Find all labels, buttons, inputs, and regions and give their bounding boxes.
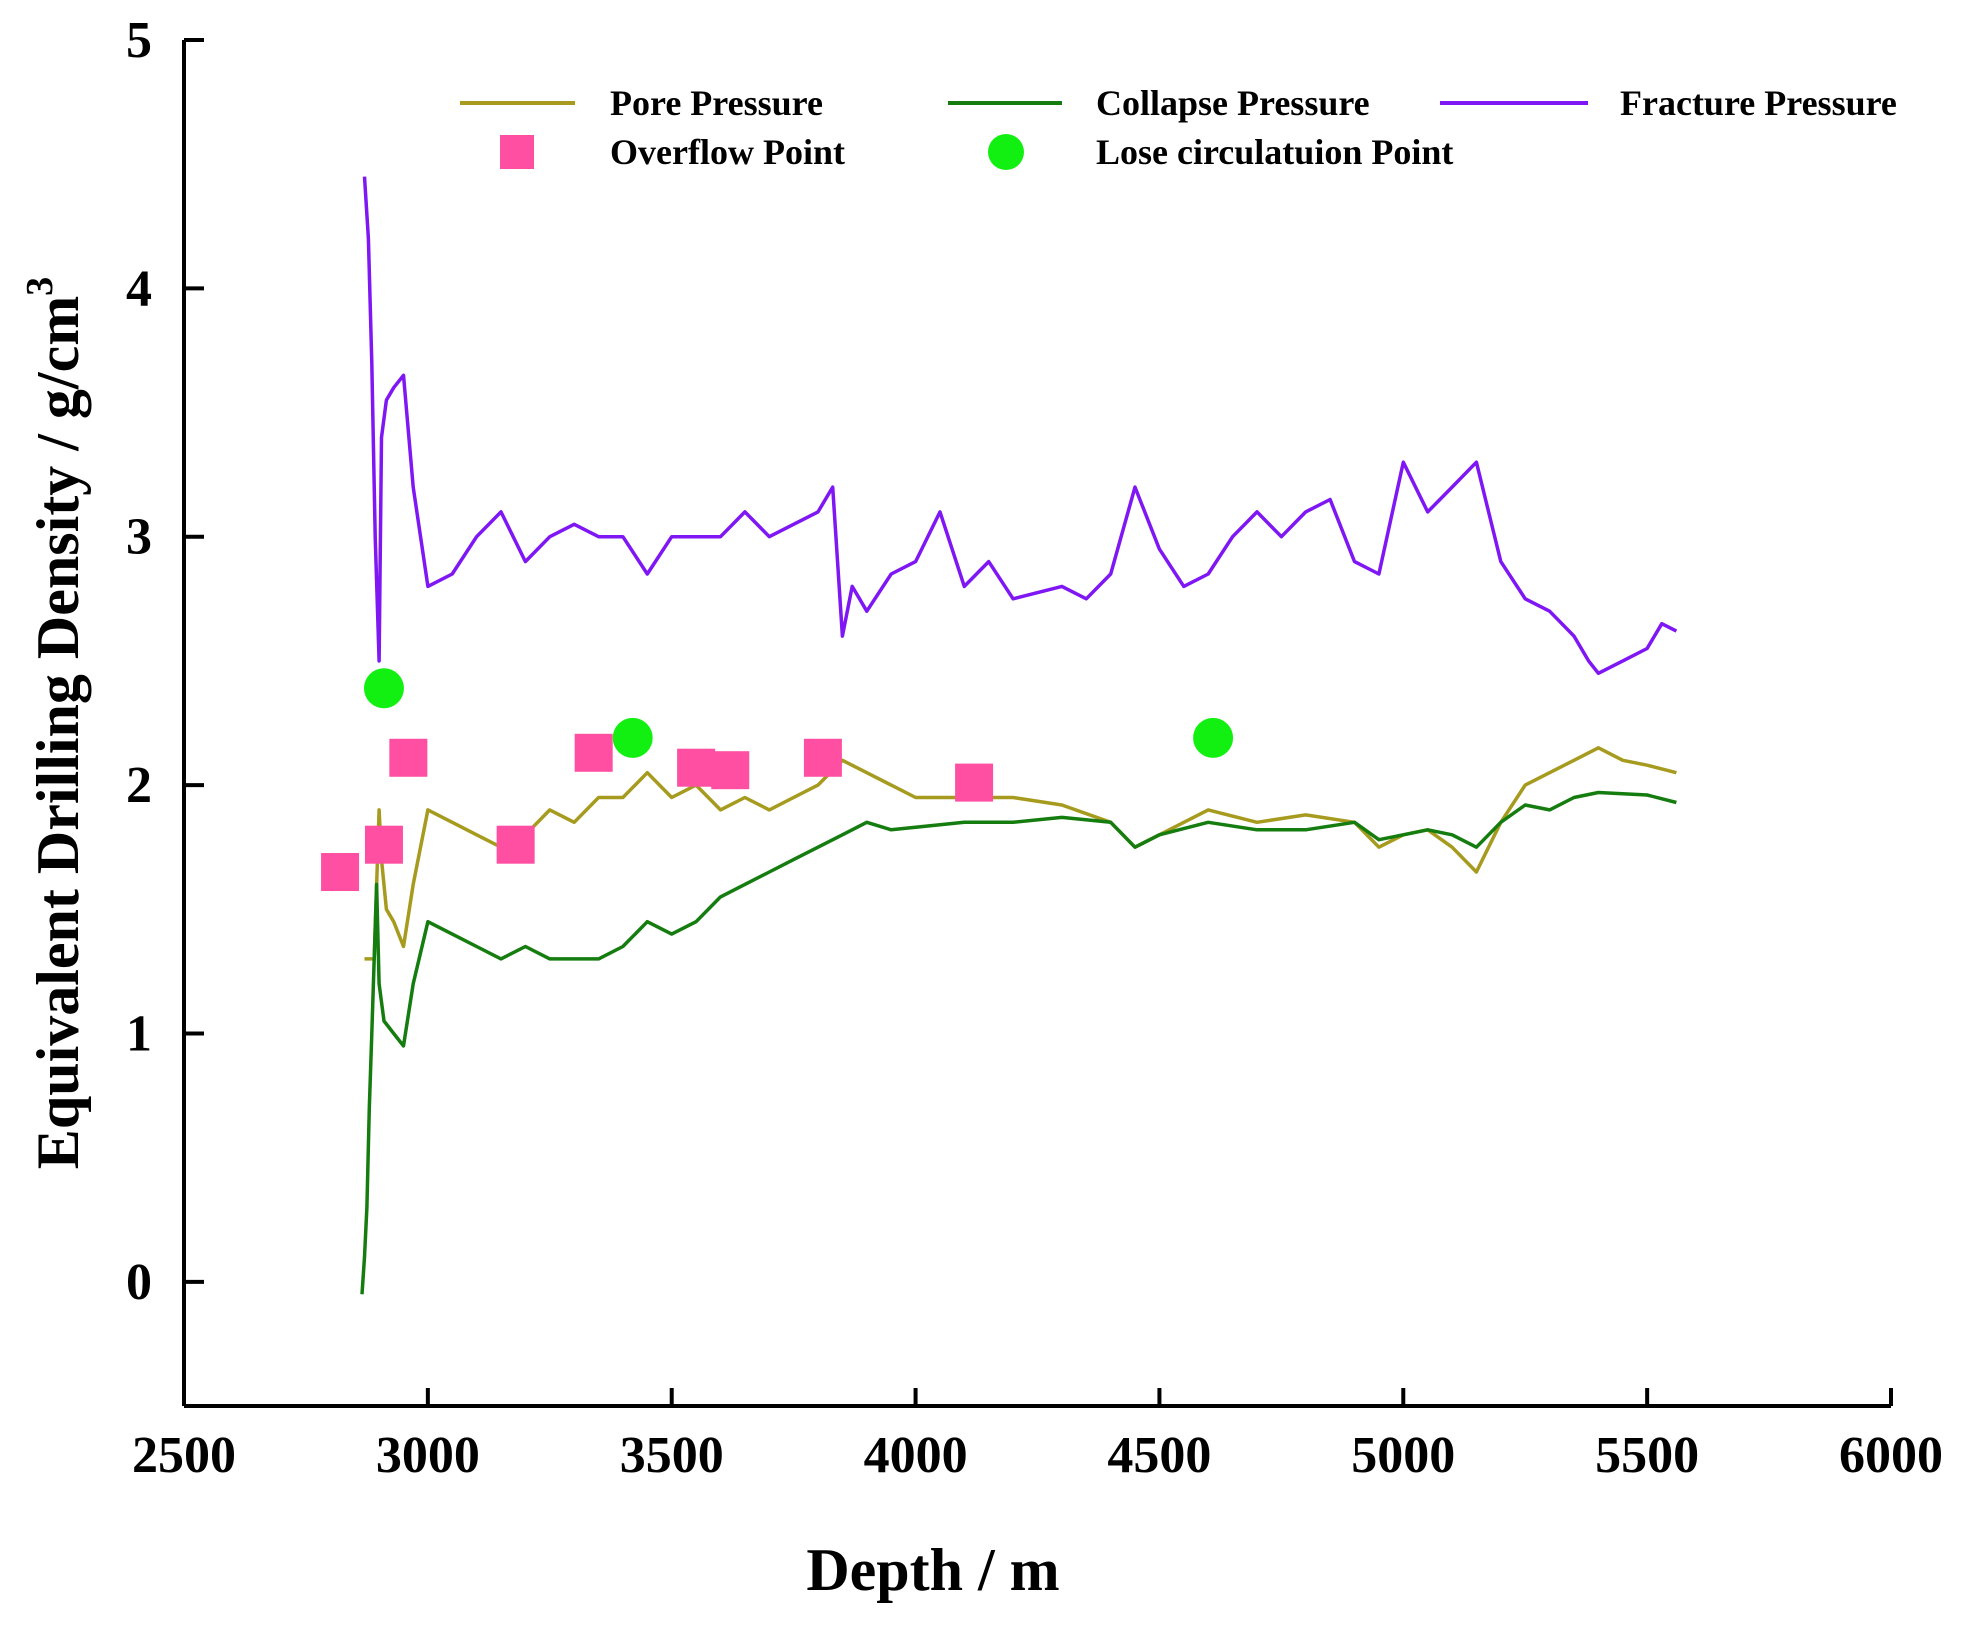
fracture-pressure-line [362, 176, 1678, 676]
overflow-point-marker [389, 738, 428, 777]
overflow-point-marker [496, 825, 535, 864]
series-layer [321, 176, 1678, 1295]
y-axis-title-main: Equivalent Drilling Density / g/cm [25, 296, 91, 1169]
x-tick-label: 4000 [864, 1427, 968, 1484]
overflow-point-marker [955, 763, 994, 802]
x-tick-label: 4500 [1107, 1427, 1211, 1484]
y-tick-label: 2 [126, 757, 152, 814]
pore-pressure-line [364, 746, 1677, 961]
legend-overflow-point-swatch [500, 135, 534, 169]
y-tick-label: 0 [126, 1254, 152, 1311]
axes [182, 40, 1891, 1408]
y-axis-title: Equivalent Drilling Density / g/cm3 [19, 277, 91, 1169]
x-tick-label: 3500 [620, 1427, 724, 1484]
overflow-point-marker [321, 853, 360, 892]
y-tick-label: 5 [126, 12, 152, 69]
legend-overflow-point-label: Overflow Point [610, 132, 845, 172]
x-tick-label: 2500 [132, 1427, 236, 1484]
legend-collapse-pressure-label: Collapse Pressure [1096, 83, 1370, 123]
y-tick-label: 4 [126, 260, 152, 317]
y-tick-label: 3 [126, 509, 152, 566]
x-tick-label: 5000 [1351, 1427, 1455, 1484]
lose-circulatuion-point-marker [612, 717, 653, 758]
overflow-point-marker [574, 733, 613, 772]
overflow-point-marker [677, 748, 716, 787]
overflow-point-marker [711, 751, 750, 790]
ticks: 2500 3000 3500 4000 4500 5000 5500 6000 0 1 2 3 4 5 [126, 12, 1943, 1484]
lose-circulatuion-point-marker [1193, 717, 1234, 758]
overflow-point-marker [803, 738, 842, 777]
x-tick-label: 3000 [376, 1427, 480, 1484]
legend-fracture-pressure-label: Fracture Pressure [1620, 83, 1897, 123]
y-axis-title-superscript: 3 [19, 277, 61, 296]
legend: Pore Pressure Collapse Pressure Fracture P… [460, 83, 1897, 172]
x-tick-label: 5500 [1595, 1427, 1699, 1484]
legend-pore-pressure-label: Pore Pressure [610, 83, 823, 123]
collapse-pressure-line [360, 790, 1677, 1295]
y-tick-label: 1 [126, 1005, 152, 1062]
lose-circulatuion-point-marker [363, 668, 404, 709]
x-tick-label: 6000 [1839, 1427, 1943, 1484]
x-axis-title: Depth / m [806, 1537, 1059, 1603]
overflow-point-marker [364, 825, 403, 864]
legend-lose-circulatuion-point-label: Lose circulatuion Point [1096, 132, 1453, 172]
legend-lose-circulatuion-point-swatch [988, 134, 1024, 170]
